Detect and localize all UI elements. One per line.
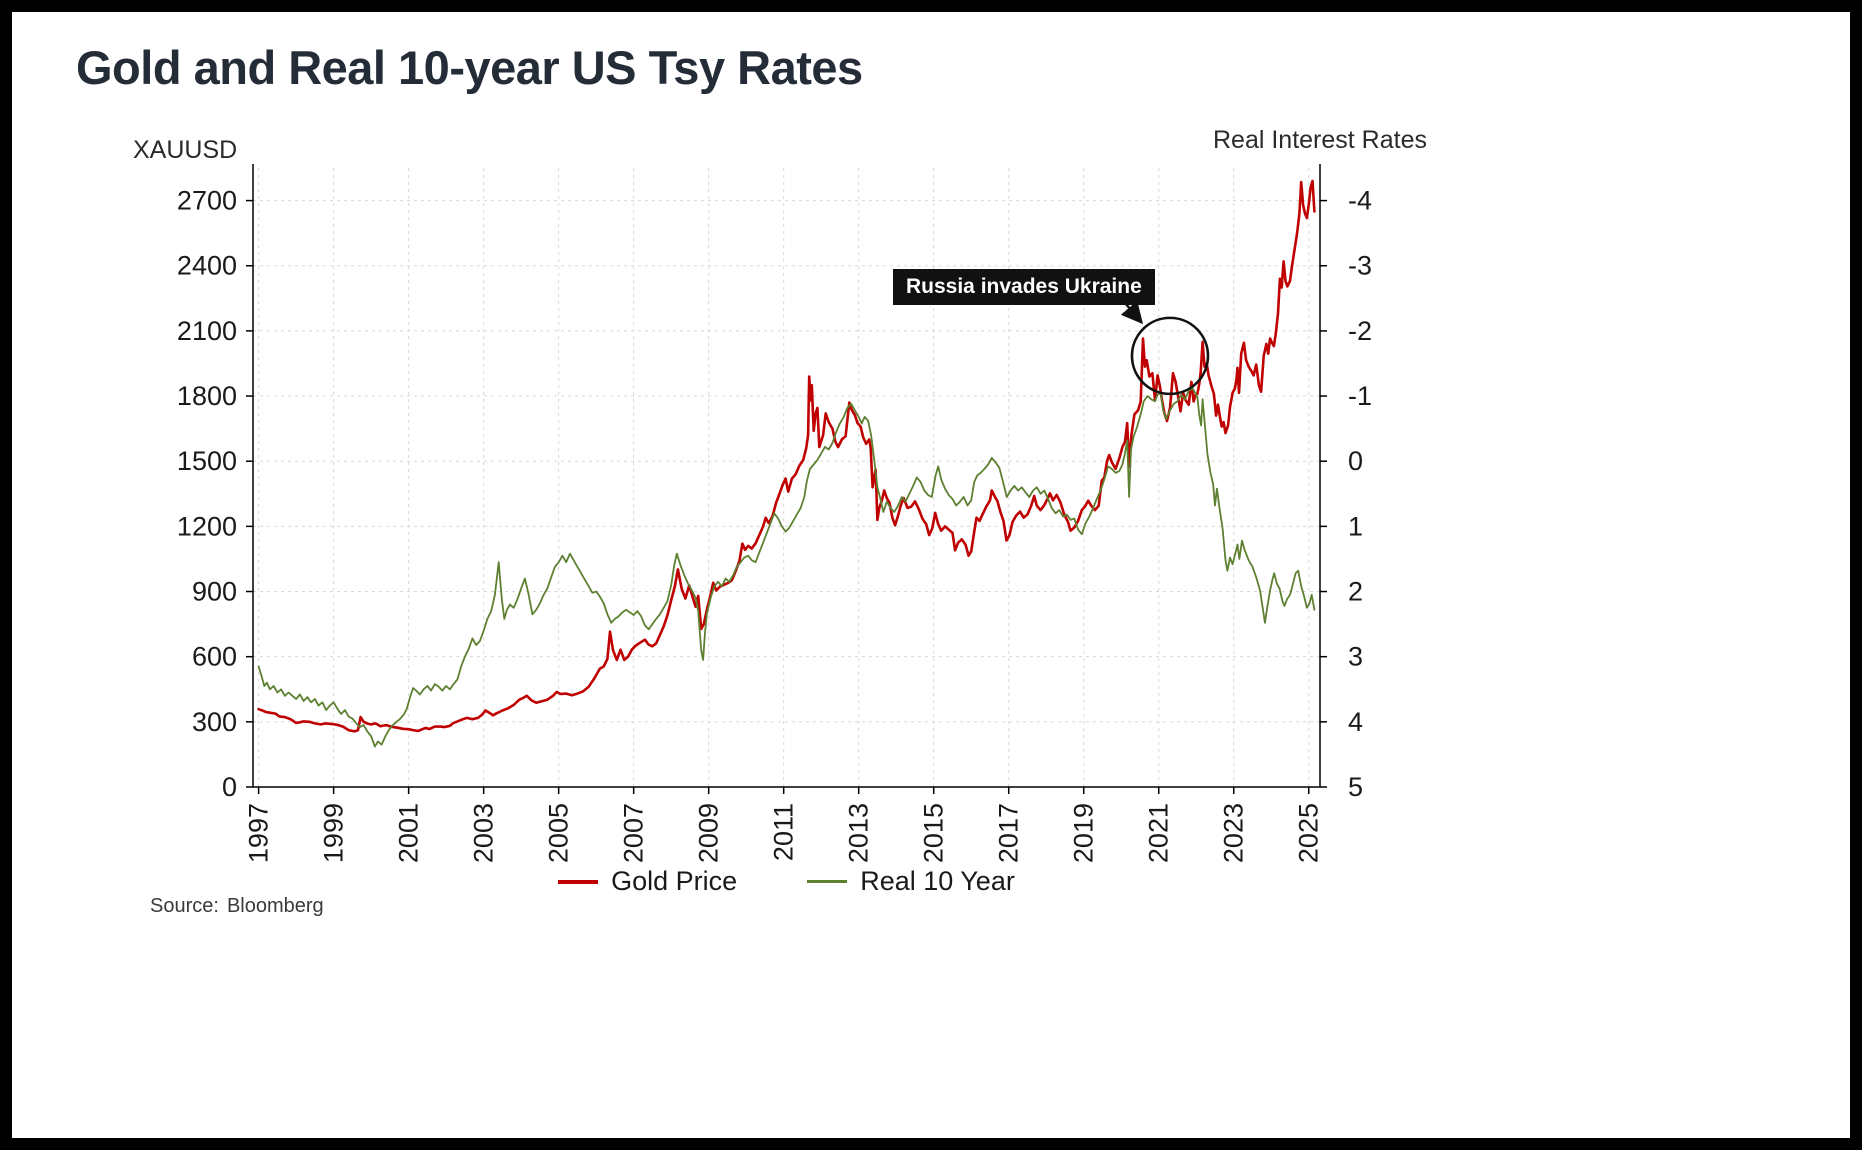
svg-text:5: 5 (1348, 772, 1363, 802)
svg-text:2001: 2001 (394, 803, 424, 863)
svg-text:3: 3 (1348, 642, 1363, 672)
gridlines (253, 168, 1320, 787)
annotation-label: Russia invades Ukraine (906, 275, 1142, 298)
svg-text:1999: 1999 (319, 803, 349, 863)
annotation-circle (1130, 316, 1210, 396)
right-axis-title: Real Interest Rates (1213, 126, 1427, 154)
svg-text:2021: 2021 (1144, 803, 1174, 863)
left-axis-title: XAUUSD (133, 136, 238, 164)
svg-text:2400: 2400 (177, 251, 237, 281)
svg-text:1500: 1500 (177, 446, 237, 476)
gold-line-swatch (558, 879, 599, 884)
svg-text:2011: 2011 (769, 803, 799, 861)
svg-text:-3: -3 (1348, 251, 1372, 281)
svg-text:2019: 2019 (1069, 803, 1099, 863)
svg-text:2003: 2003 (469, 803, 499, 863)
gold-price-line (257, 179, 1316, 733)
source-value: Bloomberg (226, 895, 324, 917)
axes (246, 164, 1327, 794)
svg-text:2025: 2025 (1294, 803, 1324, 863)
svg-text:2023: 2023 (1219, 803, 1249, 863)
annotation-box: Russia invades Ukraine (893, 269, 1155, 305)
svg-text:2: 2 (1348, 577, 1363, 607)
chart-title: Gold and Real 10-year US Tsy Rates (76, 41, 863, 94)
source-label: Source: (150, 895, 219, 917)
svg-text:1800: 1800 (177, 381, 237, 411)
svg-text:2007: 2007 (619, 803, 649, 863)
svg-text:-4: -4 (1348, 186, 1372, 216)
svg-text:900: 900 (192, 577, 237, 607)
svg-text:2009: 2009 (694, 803, 724, 863)
svg-text:300: 300 (192, 707, 237, 737)
svg-text:4: 4 (1348, 707, 1363, 737)
axis-tick-labels: 0 300 600 900 1200 1500 1800 2100 2400 2700 -4 -3 -2… (177, 186, 1372, 863)
svg-text:1: 1 (1348, 511, 1363, 541)
svg-text:0: 0 (1348, 446, 1363, 476)
svg-text:600: 600 (192, 642, 237, 672)
source-note: Source: Bloomberg (150, 895, 324, 918)
svg-text:2015: 2015 (919, 803, 949, 863)
svg-text:2700: 2700 (177, 186, 237, 216)
svg-text:1200: 1200 (177, 511, 237, 541)
legend-item-gold: Gold Price (558, 866, 737, 897)
annotation-arrow (1120, 300, 1144, 325)
svg-text:2005: 2005 (544, 803, 574, 863)
svg-text:-2: -2 (1348, 316, 1372, 346)
real-10-year-line (257, 387, 1316, 748)
svg-text:0: 0 (222, 772, 237, 802)
svg-text:2013: 2013 (844, 803, 874, 863)
svg-text:1997: 1997 (244, 803, 274, 863)
svg-text:2100: 2100 (177, 316, 237, 346)
legend-item-real10: Real 10 Year (807, 866, 1015, 897)
svg-text:-1: -1 (1348, 381, 1372, 411)
legend-label-real10: Real 10 Year (860, 866, 1015, 896)
real10-line-swatch (807, 880, 848, 883)
figure-background (12, 12, 1850, 1138)
legend-label-gold: Gold Price (611, 866, 738, 896)
legend: Gold Price Real 10 Year (253, 866, 1320, 897)
svg-text:2017: 2017 (994, 803, 1024, 863)
